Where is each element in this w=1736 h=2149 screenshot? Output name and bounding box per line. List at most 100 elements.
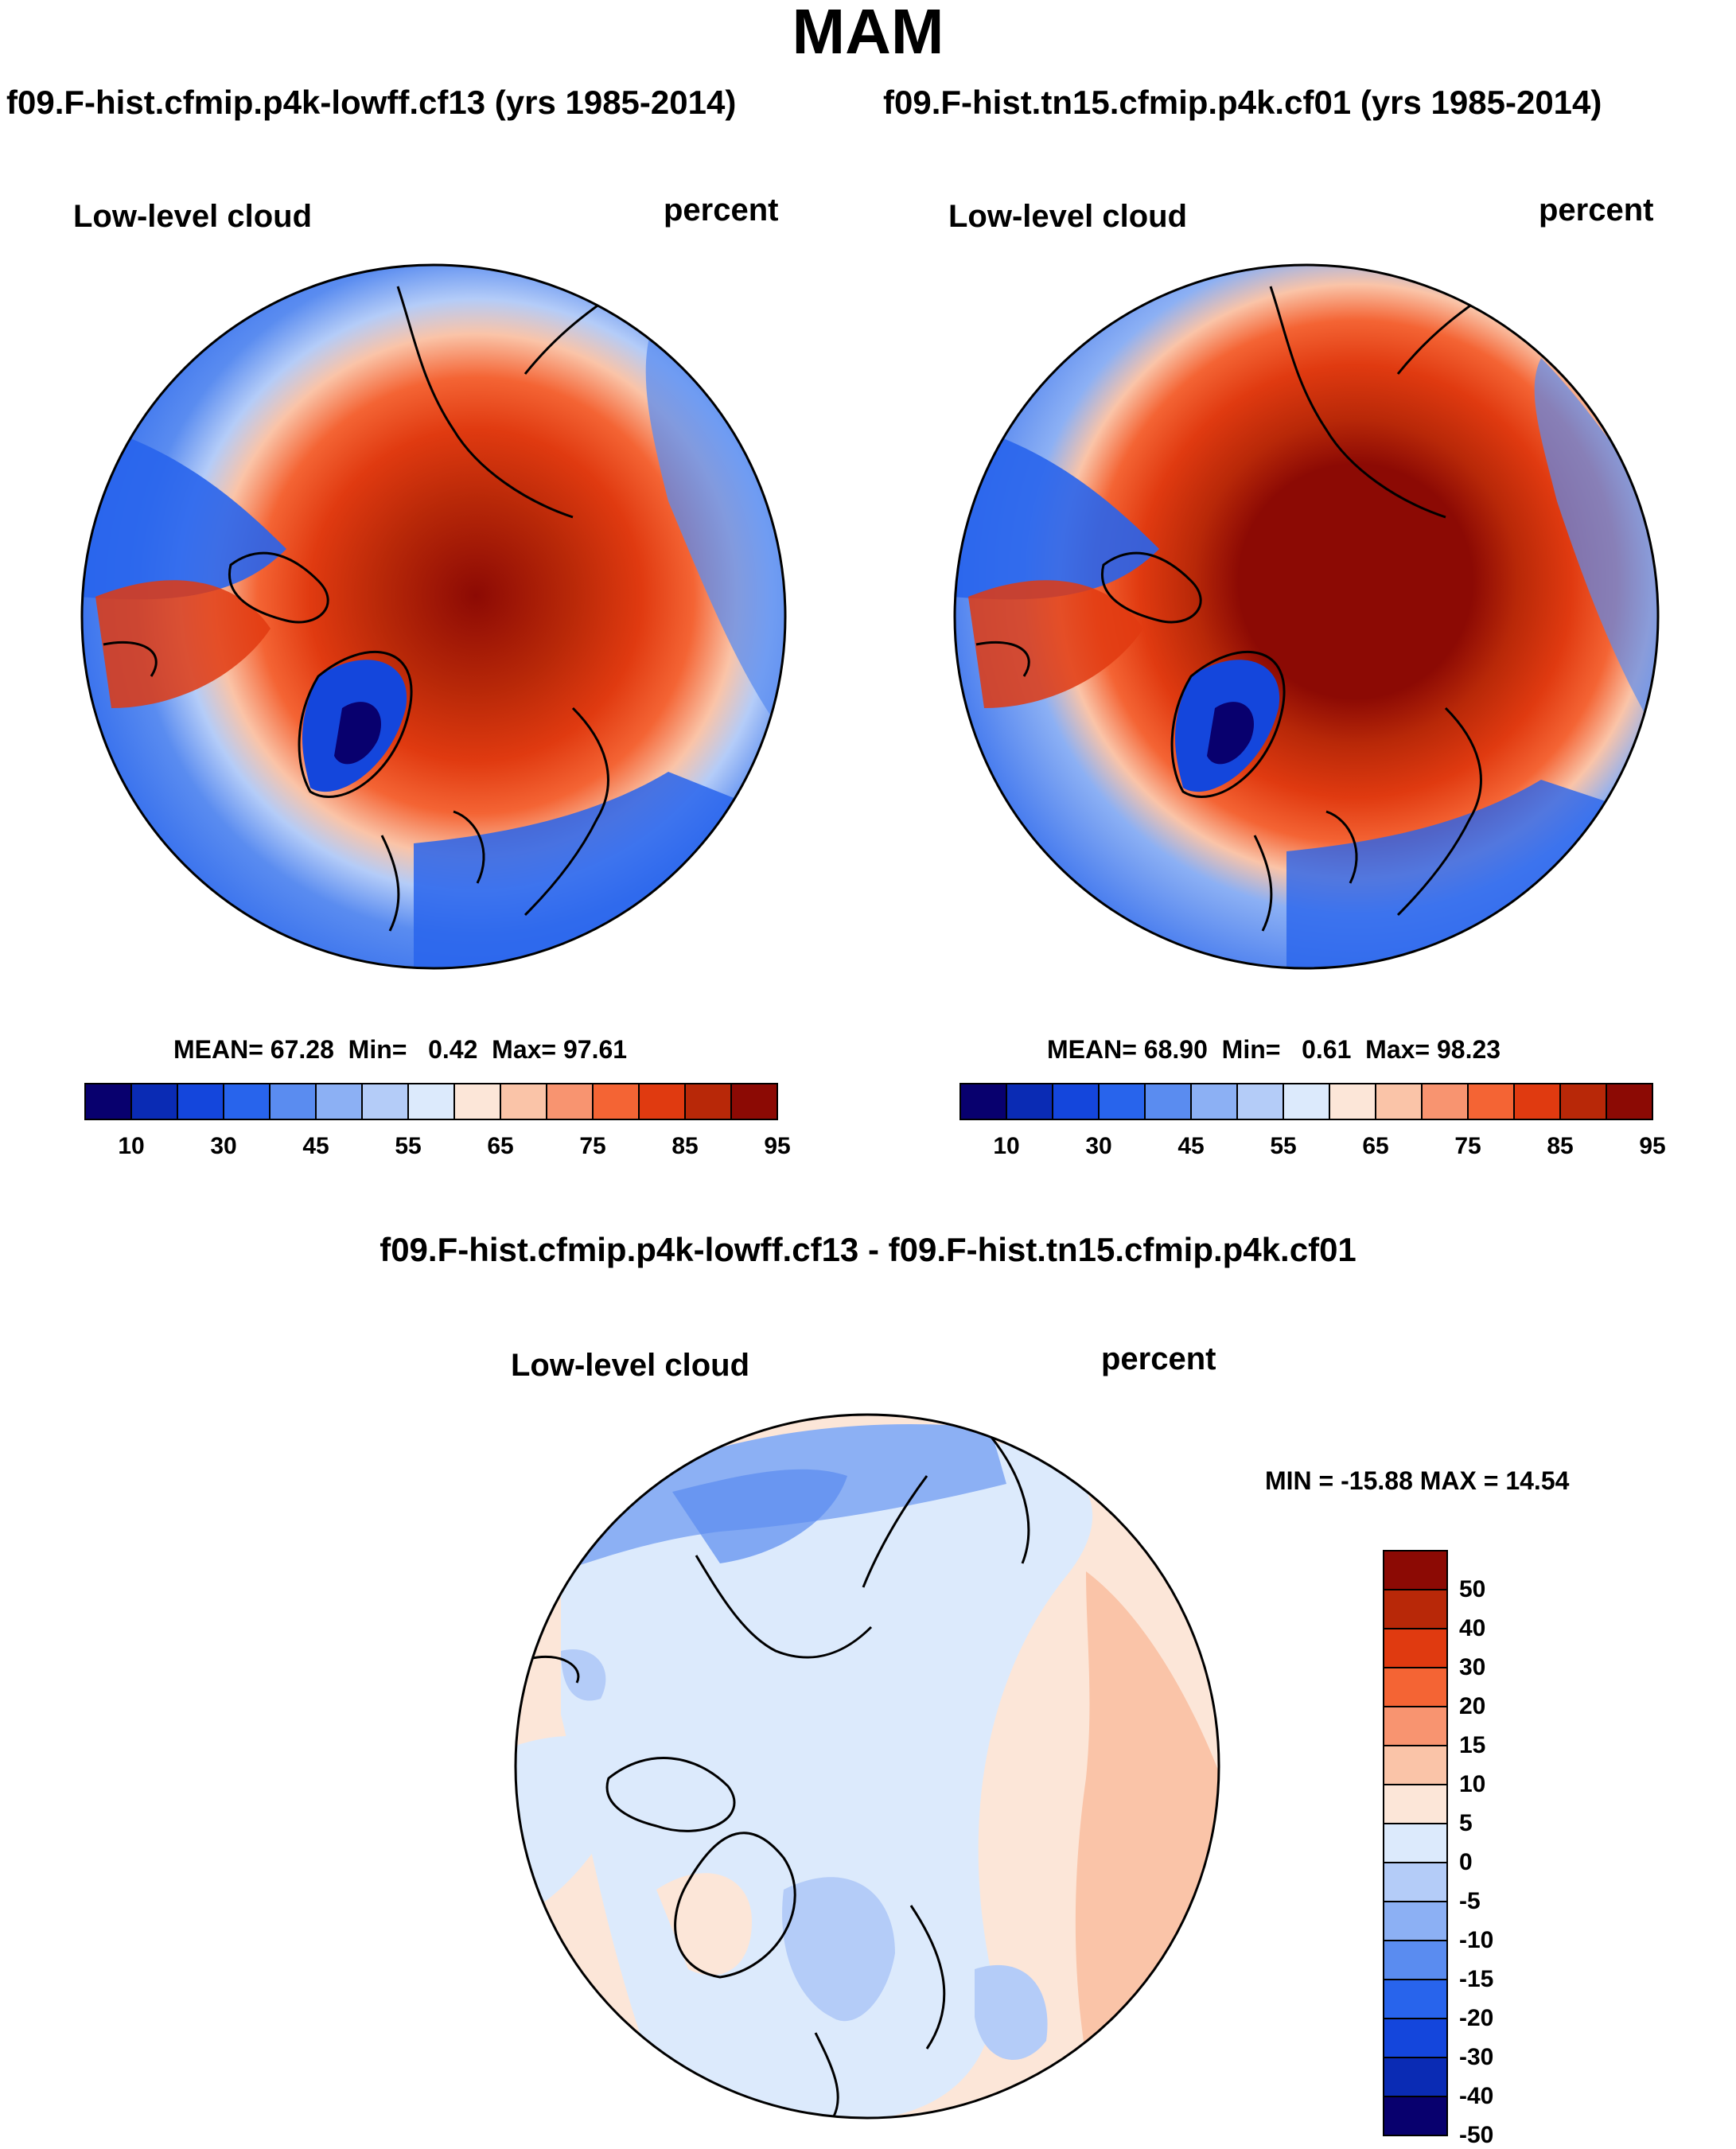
polar-map-right	[953, 263, 1660, 970]
variable-label-left: Low-level cloud	[73, 199, 313, 234]
diff-title: f09.F-hist.cfmip.p4k-lowff.cf13 - f09.F-…	[380, 1231, 1356, 1268]
colorbar-left-swatch-7	[407, 1083, 455, 1120]
colorbar-diff-tick-label: 15	[1459, 1732, 1486, 1758]
colorbar-right-swatch-12	[1513, 1083, 1561, 1120]
colorbar-diff-swatch-8	[1383, 1862, 1448, 1902]
colorbar-right-swatch-1	[1006, 1083, 1053, 1120]
colorbar-right-tick-label: 65	[1362, 1133, 1389, 1159]
colorbar-right-swatch-13	[1559, 1083, 1607, 1120]
colorbar-right-swatch-11	[1467, 1083, 1515, 1120]
colorbar-left-swatch-8	[453, 1083, 501, 1120]
colorbar-right	[959, 1083, 1653, 1120]
colorbar-left-tick-label: 10	[118, 1133, 145, 1159]
colorbar-right-swatch-3	[1098, 1083, 1146, 1120]
colorbar-diff-swatch-0	[1383, 1550, 1448, 1590]
stats-right: MEAN= 68.90 Min= 0.61 Max= 98.23	[1047, 1034, 1501, 1065]
max-label: Max=	[1365, 1035, 1430, 1064]
variable-label-right: Low-level cloud	[948, 199, 1188, 234]
colorbar-diff-swatch-3	[1383, 1667, 1448, 1707]
colorbar-left-swatch-14	[730, 1083, 778, 1120]
colorbar-left-swatch-13	[684, 1083, 732, 1120]
colorbar-right-swatch-9	[1375, 1083, 1423, 1120]
case-title-right: f09.F-hist.tn15.cfmip.p4k.cf01 (yrs 1985…	[883, 84, 1602, 121]
colorbar-diff-tick-label: -50	[1459, 2122, 1494, 2148]
colorbar-right-tick-label: 95	[1639, 1133, 1666, 1159]
colorbar-left-tick-label: 30	[210, 1133, 237, 1159]
colorbar-left-tick-label: 45	[302, 1133, 329, 1159]
colorbar-left	[84, 1083, 778, 1120]
colorbar-diff-swatch-5	[1383, 1745, 1448, 1785]
colorbar-right-tick-label: 75	[1454, 1133, 1481, 1159]
colorbar-left-tick-label: 95	[764, 1133, 791, 1159]
colorbar-right-ticks: 10 30 45 55 65 75 85 95	[960, 1133, 1665, 1165]
mean-value: 67.28	[270, 1035, 334, 1064]
mean-label: MEAN=	[173, 1035, 263, 1064]
colorbar-diff	[1383, 1550, 1448, 2136]
colorbar-diff-swatch-9	[1383, 1901, 1448, 1941]
units-label-diff: percent	[1101, 1341, 1216, 1376]
colorbar-right-swatch-7	[1283, 1083, 1330, 1120]
colorbar-left-swatch-1	[130, 1083, 178, 1120]
colorbar-right-tick-label: 55	[1270, 1133, 1297, 1159]
min-value: 0.42	[428, 1035, 478, 1064]
colorbar-diff-swatch-1	[1383, 1589, 1448, 1629]
colorbar-right-swatch-0	[959, 1083, 1007, 1120]
min-value: 0.61	[1302, 1035, 1352, 1064]
colorbar-diff-swatch-14	[1383, 2096, 1448, 2136]
colorbar-right-tick-label: 10	[993, 1133, 1020, 1159]
colorbar-right-swatch-4	[1144, 1083, 1192, 1120]
colorbar-left-swatch-5	[315, 1083, 363, 1120]
colorbar-left-swatch-6	[361, 1083, 409, 1120]
max-label: Max=	[492, 1035, 557, 1064]
colorbar-diff-tick-label: 30	[1459, 1654, 1486, 1680]
min-label: Min=	[348, 1035, 407, 1064]
colorbar-diff-swatch-7	[1383, 1823, 1448, 1863]
colorbar-diff-tick-label: -15	[1459, 1966, 1494, 1992]
colorbar-diff-ticks: 50 40 30 20 15 10 5 0 -5 -10 -15 -20 -30 -40 -50	[1459, 1551, 1539, 2148]
colorbar-left-tick-label: 75	[579, 1133, 606, 1159]
colorbar-left-tick-label: 55	[395, 1133, 422, 1159]
units-label-left: percent	[664, 193, 779, 228]
colorbar-diff-tick-label: -30	[1459, 2044, 1494, 2070]
colorbar-diff-tick-label: 50	[1459, 1576, 1486, 1602]
max-value: 98.23	[1437, 1035, 1501, 1064]
colorbar-diff-swatch-10	[1383, 1940, 1448, 1980]
colorbar-diff-tick-label: -20	[1459, 2005, 1494, 2031]
diff-minmax: MIN = -15.88 MAX = 14.54	[1265, 1466, 1570, 1495]
units-label-right: percent	[1539, 193, 1654, 228]
colorbar-diff-tick-label: 5	[1459, 1810, 1473, 1836]
colorbar-left-swatch-10	[546, 1083, 594, 1120]
page-title: MAM	[792, 0, 944, 67]
polar-map-diff	[514, 1413, 1220, 2120]
colorbar-diff-swatch-6	[1383, 1784, 1448, 1824]
colorbar-left-swatch-2	[177, 1083, 224, 1120]
colorbar-left-swatch-0	[84, 1083, 132, 1120]
colorbar-left-swatch-9	[500, 1083, 547, 1120]
colorbar-left-tick-label: 65	[487, 1133, 514, 1159]
colorbar-right-tick-label: 85	[1547, 1133, 1574, 1159]
colorbar-diff-tick-label: -10	[1459, 1927, 1494, 1953]
colorbar-right-swatch-6	[1236, 1083, 1284, 1120]
colorbar-diff-tick-label: -40	[1459, 2083, 1494, 2109]
mean-value: 68.90	[1143, 1035, 1208, 1064]
polar-map-left	[80, 263, 787, 970]
colorbar-right-swatch-8	[1329, 1083, 1376, 1120]
colorbar-right-swatch-5	[1190, 1083, 1238, 1120]
colorbar-right-swatch-14	[1606, 1083, 1653, 1120]
colorbar-diff-swatch-13	[1383, 2057, 1448, 2097]
colorbar-diff-tick-label: -5	[1459, 1888, 1481, 1914]
colorbar-right-swatch-10	[1421, 1083, 1469, 1120]
colorbar-right-swatch-2	[1052, 1083, 1100, 1120]
stats-left: MEAN= 67.28 Min= 0.42 Max= 97.61	[173, 1034, 627, 1065]
colorbar-diff-swatch-11	[1383, 1979, 1448, 2019]
case-title-left: f09.F-hist.cfmip.p4k-lowff.cf13 (yrs 198…	[6, 84, 737, 121]
colorbar-left-tick-label: 85	[671, 1133, 699, 1159]
colorbar-left-swatch-3	[223, 1083, 271, 1120]
colorbar-diff-tick-label: 0	[1459, 1849, 1473, 1875]
colorbar-diff-tick-label: 20	[1459, 1693, 1486, 1719]
mean-label: MEAN=	[1047, 1035, 1137, 1064]
colorbar-left-swatch-4	[269, 1083, 317, 1120]
max-value: 97.61	[563, 1035, 628, 1064]
colorbar-diff-tick-label: 10	[1459, 1771, 1486, 1797]
variable-label-diff: Low-level cloud	[511, 1348, 750, 1383]
